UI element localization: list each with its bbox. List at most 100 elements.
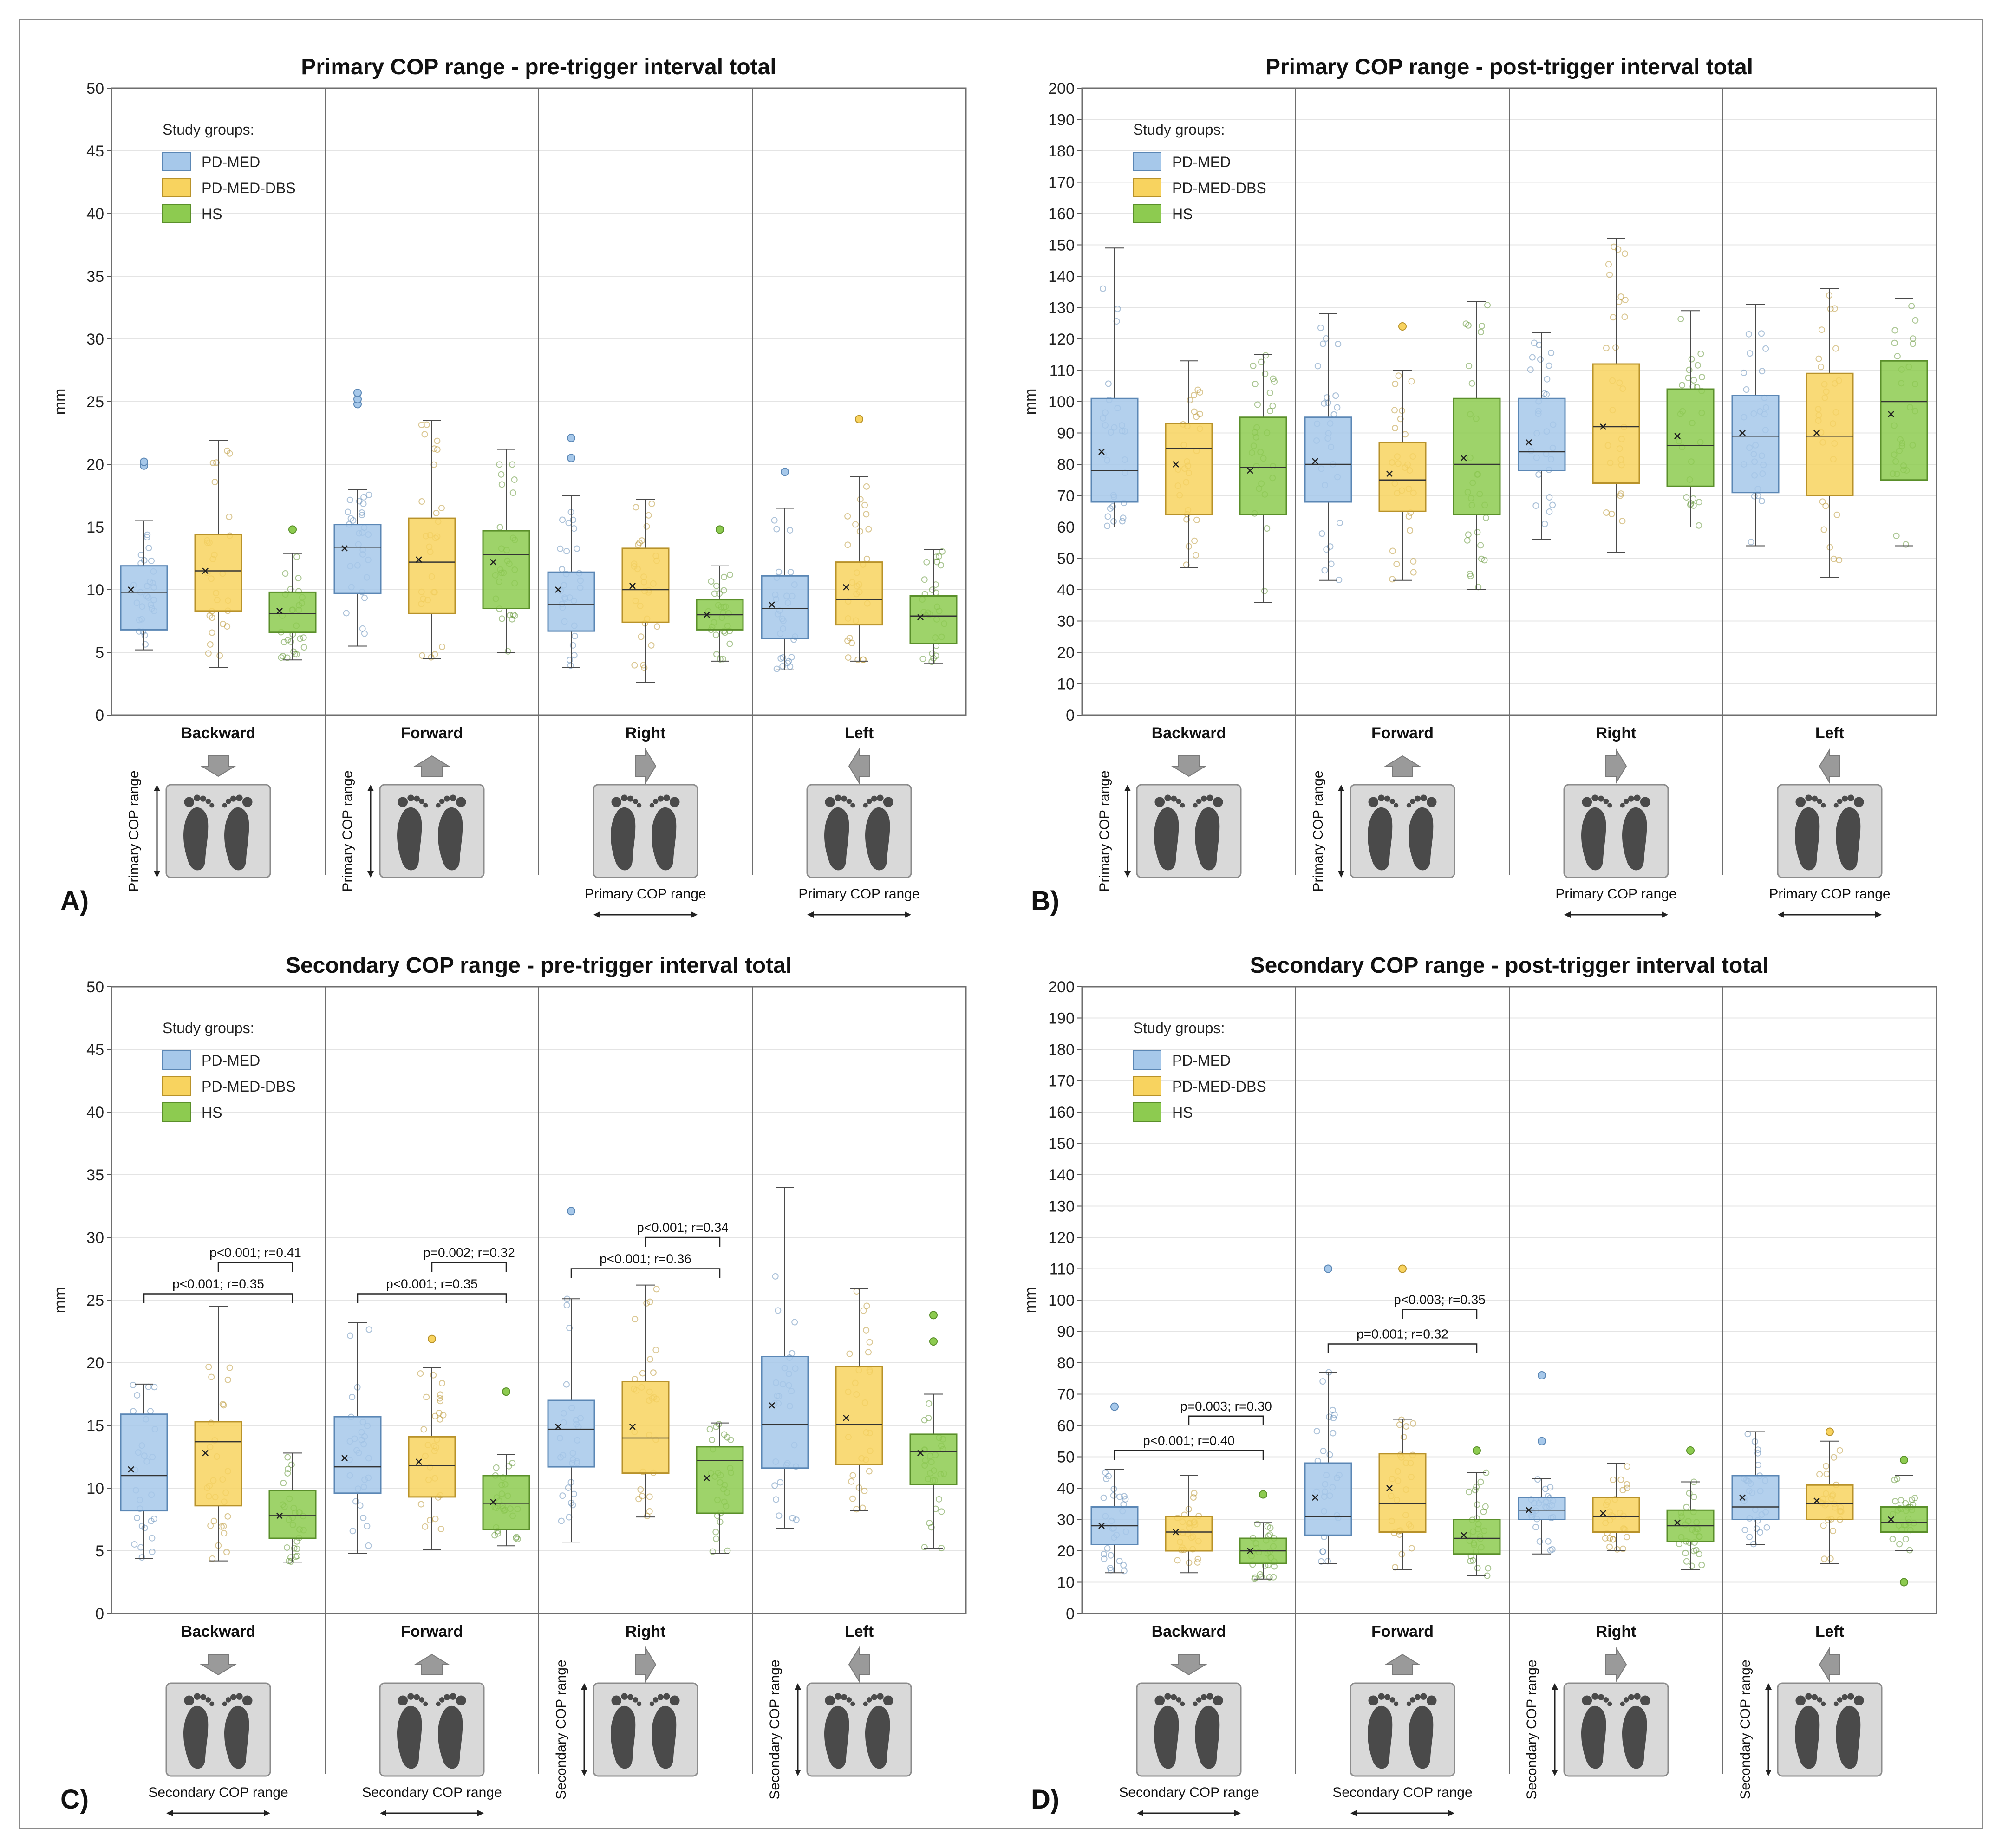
direction-arrow-down-icon <box>1170 1654 1207 1676</box>
y-tick-label: 30 <box>86 331 104 348</box>
range-arrow-head <box>1338 871 1344 878</box>
data-point <box>861 1487 868 1494</box>
data-point <box>1472 1487 1479 1494</box>
toe <box>1591 794 1598 801</box>
toe <box>1603 799 1609 804</box>
data-point <box>284 1470 291 1477</box>
box-iqr <box>1880 1506 1928 1533</box>
box-iqr <box>268 1490 317 1539</box>
y-axis-label: mm <box>51 389 69 415</box>
range-arrow-head <box>581 1683 587 1690</box>
data-point <box>1818 364 1825 371</box>
y-tick-label: 140 <box>1048 268 1075 286</box>
y-tick-label: 10 <box>86 581 104 599</box>
data-point <box>349 1393 356 1400</box>
data-point <box>291 1545 298 1552</box>
y-tick-label: 20 <box>1057 644 1075 662</box>
data-point <box>1114 306 1121 312</box>
footprint-sole <box>397 807 422 871</box>
data-point <box>224 623 231 630</box>
box-iqr <box>194 1421 242 1507</box>
box-iqr <box>1592 1497 1640 1533</box>
data-point <box>1896 1541 1903 1548</box>
data-point <box>1546 508 1553 515</box>
data-point <box>278 654 285 661</box>
data-point <box>1548 349 1555 356</box>
data-point <box>505 1463 512 1470</box>
toe <box>1164 794 1171 801</box>
data-point <box>1466 1489 1473 1496</box>
toe <box>1406 1701 1411 1706</box>
data-point <box>1102 1469 1109 1476</box>
data-point <box>365 1542 372 1549</box>
direction-arrow-up-icon <box>413 755 450 777</box>
data-point <box>1547 1484 1554 1491</box>
outlier-point <box>929 1337 938 1346</box>
data-point <box>352 1498 359 1505</box>
data-point <box>571 632 578 639</box>
data-point <box>343 610 350 617</box>
box-hs <box>1239 352 1287 603</box>
y-tick-label: 80 <box>1057 456 1075 474</box>
data-point <box>566 1324 573 1331</box>
data-point <box>933 589 939 596</box>
box-pd-med <box>761 1187 809 1529</box>
data-point <box>1683 1558 1690 1565</box>
box-iqr <box>621 1381 670 1474</box>
data-point <box>300 634 307 641</box>
footprint-sole <box>1368 807 1393 871</box>
range-arrow-head <box>581 1770 587 1776</box>
box-iqr <box>835 1366 883 1465</box>
range-arrow-head <box>1338 785 1344 791</box>
y-tick-label: 0 <box>1066 1605 1075 1623</box>
data-point <box>1696 499 1702 506</box>
data-point <box>1121 1568 1128 1575</box>
data-point <box>1747 350 1754 357</box>
toe <box>423 1701 428 1706</box>
toe <box>1598 1694 1604 1700</box>
data-point <box>1113 318 1120 325</box>
mean-marker <box>629 583 636 589</box>
box-hs <box>1880 1456 1928 1587</box>
data-point <box>417 1370 424 1377</box>
toe <box>1847 1693 1854 1700</box>
toe <box>825 797 835 807</box>
data-point <box>1105 380 1112 387</box>
data-point <box>208 1373 215 1380</box>
category-label: Left <box>1815 724 1844 742</box>
y-tick-label: 40 <box>1057 1480 1075 1497</box>
data-point <box>563 1301 570 1308</box>
data-point <box>1820 1522 1827 1529</box>
data-point <box>438 505 445 512</box>
data-point <box>1264 525 1271 532</box>
data-point <box>145 545 152 552</box>
category-label: Forward <box>1371 724 1434 742</box>
data-point <box>712 631 719 638</box>
mean-marker <box>128 1466 134 1473</box>
box-iqr <box>1378 442 1427 512</box>
data-point <box>570 1490 577 1497</box>
data-point <box>1617 293 1624 300</box>
data-point <box>206 612 213 619</box>
box-iqr <box>333 1416 382 1494</box>
significance-bracket <box>1114 1450 1264 1460</box>
toe <box>637 1701 642 1706</box>
range-arrow-head <box>905 911 911 918</box>
data-point <box>1405 513 1412 520</box>
data-point <box>1194 386 1201 393</box>
data-point <box>852 521 859 528</box>
toe <box>627 1694 633 1700</box>
data-point <box>1624 1484 1630 1491</box>
data-point <box>1104 1545 1111 1552</box>
range-arrow-head <box>1765 1683 1772 1690</box>
data-point <box>721 1431 728 1438</box>
outlier-point <box>1110 1402 1119 1411</box>
toe <box>200 1694 206 1700</box>
mean-marker <box>1098 1523 1105 1529</box>
data-point <box>776 568 783 575</box>
data-point <box>1318 530 1325 537</box>
toe <box>1378 1693 1385 1700</box>
data-point <box>1191 1490 1198 1497</box>
force-plate-icon <box>1136 784 1242 878</box>
data-point <box>1606 1535 1613 1542</box>
